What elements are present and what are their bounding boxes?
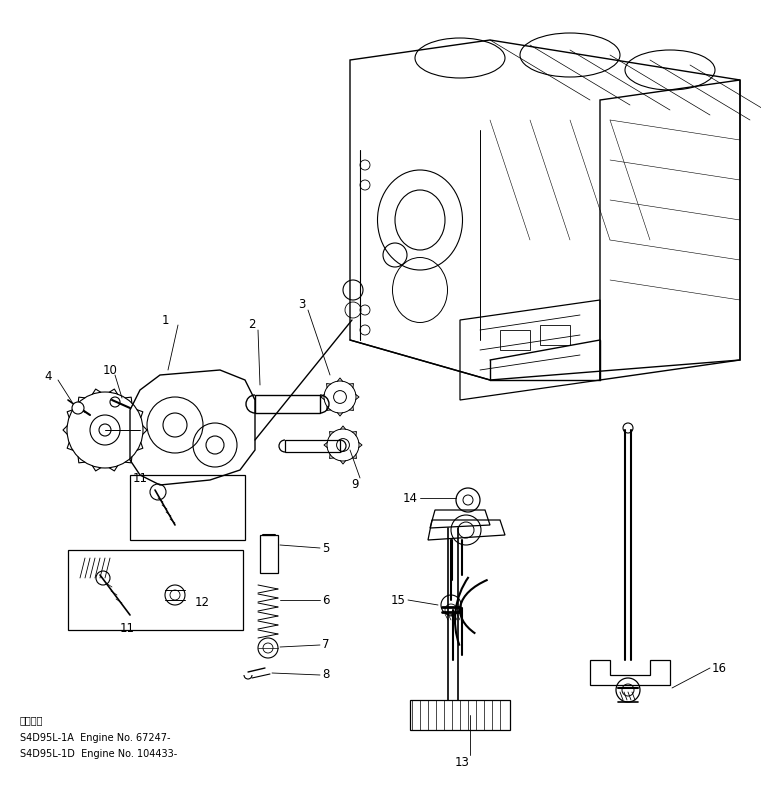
Bar	[500, 330, 530, 350]
Text: 1: 1	[161, 313, 169, 327]
Text: 12: 12	[195, 596, 210, 608]
Bar	[255, 395, 320, 413]
Bar	[540, 325, 570, 345]
Text: 11: 11	[133, 471, 148, 485]
Text: 13: 13	[454, 756, 470, 768]
Text: 5: 5	[322, 541, 330, 555]
Text: S4D95L-1D  Engine No. 104433-: S4D95L-1D Engine No. 104433-	[20, 749, 177, 759]
Text: 4: 4	[44, 370, 52, 382]
Text: 10: 10	[103, 364, 117, 376]
Circle shape	[72, 402, 84, 414]
Bar	[130, 475, 245, 540]
Text: 2: 2	[248, 319, 256, 331]
Text: 9: 9	[352, 478, 358, 492]
Text: 14: 14	[403, 492, 418, 504]
Text: 15: 15	[391, 593, 406, 607]
Text: 7: 7	[322, 638, 330, 652]
Text: 8: 8	[322, 668, 330, 682]
Text: 11: 11	[120, 622, 135, 634]
Bar	[260, 535, 278, 573]
Bar	[68, 550, 243, 630]
Bar	[285, 440, 340, 452]
Text: 3: 3	[298, 298, 306, 312]
Text: S4D95L-1A  Engine No. 67247-: S4D95L-1A Engine No. 67247-	[20, 733, 170, 743]
Bar	[410, 700, 510, 730]
Text: 適用号機: 適用号機	[20, 715, 43, 725]
Text: 6: 6	[322, 593, 330, 607]
Text: 16: 16	[712, 662, 727, 674]
